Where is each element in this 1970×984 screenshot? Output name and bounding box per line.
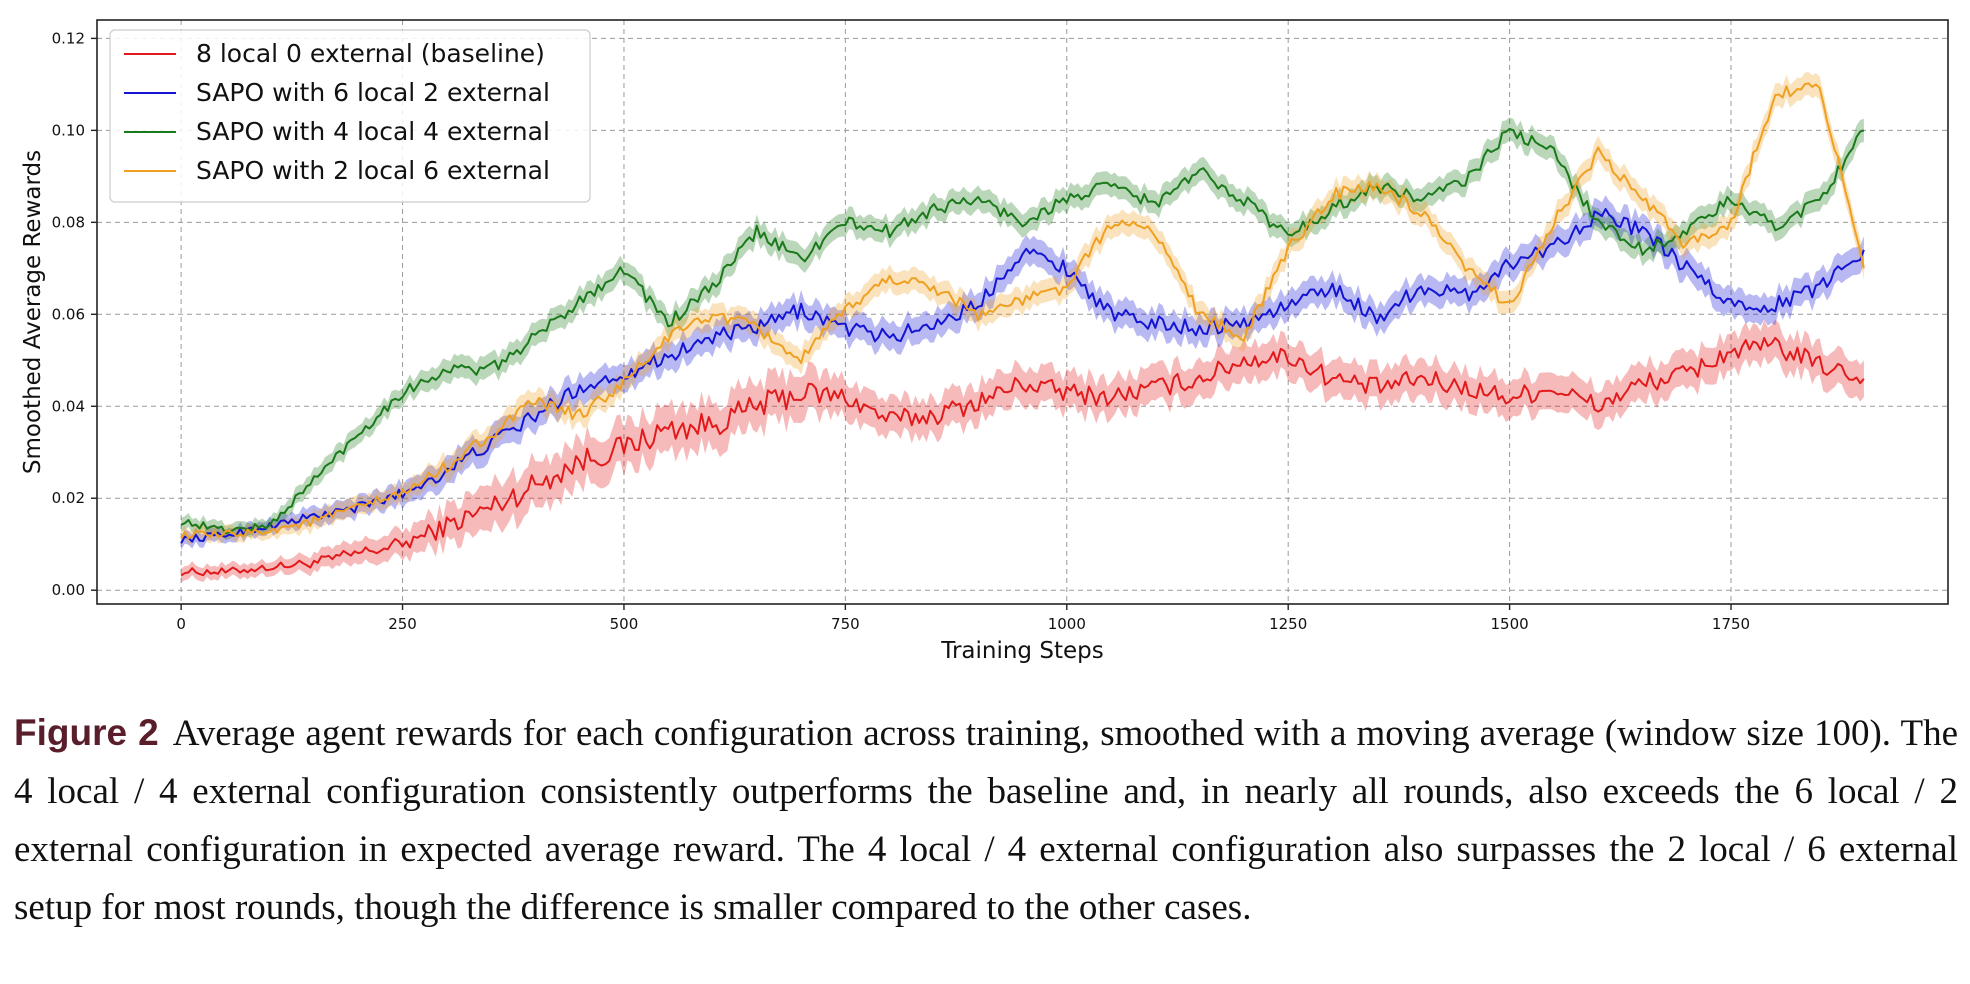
legend-box [109, 29, 591, 203]
line-sapo-with-4-local-4-external [180, 127, 1865, 535]
x-axis-label: Training Steps [940, 638, 1103, 664]
line-sapo-with-6-local-2-external [180, 208, 1865, 544]
series-lines [180, 82, 1865, 577]
y-tick-label: 0.00 [52, 581, 85, 599]
y-axis-ticks: 0.00 0.02 0.04 0.06 0.08 0.10 0.12 [52, 29, 97, 599]
x-tick-label: 1750 [1712, 615, 1750, 633]
y-tick-label: 0.10 [52, 121, 85, 139]
chart-area: 0 250 500 750 1000 1250 1500 1750 0.00 0.02 0.04 0… [20, 19, 1949, 664]
plot-frame [96, 19, 1949, 605]
x-tick-label: 500 [610, 615, 639, 633]
caption-label: Figure 2 [14, 712, 159, 753]
legend-label-sapo-with-4-local-4-external: SAPO with 4 local 4 external [196, 117, 550, 146]
line-8-local-0-external-baseline [180, 336, 1865, 577]
confidence-bands [181, 71, 1864, 583]
legend-label-sapo-with-2-local-6-external: SAPO with 2 local 6 external [196, 156, 550, 185]
y-tick-label: 0.12 [52, 29, 85, 47]
y-tick-label: 0.02 [52, 489, 85, 507]
line-sapo-with-2-local-6-external [180, 82, 1865, 540]
x-tick-label: 1000 [1048, 615, 1086, 633]
legend-label-sapo-with-6-local-2-external: SAPO with 6 local 2 external [196, 78, 550, 107]
y-tick-label: 0.08 [52, 213, 85, 231]
x-tick-label: 1250 [1269, 615, 1307, 633]
band-sapo-with-2-local-6-external [181, 71, 1864, 546]
caption-text: Average agent rewards for each configura… [14, 713, 1958, 928]
legend-label-8-local-0-external-baseline: 8 local 0 external (baseline) [196, 39, 545, 68]
y-tick-label: 0.06 [52, 305, 85, 323]
x-tick-label: 750 [831, 615, 860, 633]
x-tick-label: 250 [388, 615, 417, 633]
band-sapo-with-6-local-2-external [181, 195, 1864, 551]
x-tick-label: 1500 [1491, 615, 1529, 633]
line-chart: 0 250 500 750 1000 1250 1500 1750 0.000.020.040… [20, 19, 1949, 664]
figure-caption: Figure 2 Average agent rewards for each c… [14, 704, 1958, 937]
x-tick-label: 0 [176, 615, 186, 633]
x-axis-ticks: 0 250 500 750 1000 1250 1500 1750 [176, 604, 1750, 633]
y-axis-label: Smoothed Average Rewards [20, 150, 46, 474]
legend: 8 local 0 external (baseline) SAPO with 6… [109, 29, 591, 203]
band-8-local-0-external-baseline [181, 319, 1864, 583]
y-tick-label: 0.04 [52, 397, 85, 415]
